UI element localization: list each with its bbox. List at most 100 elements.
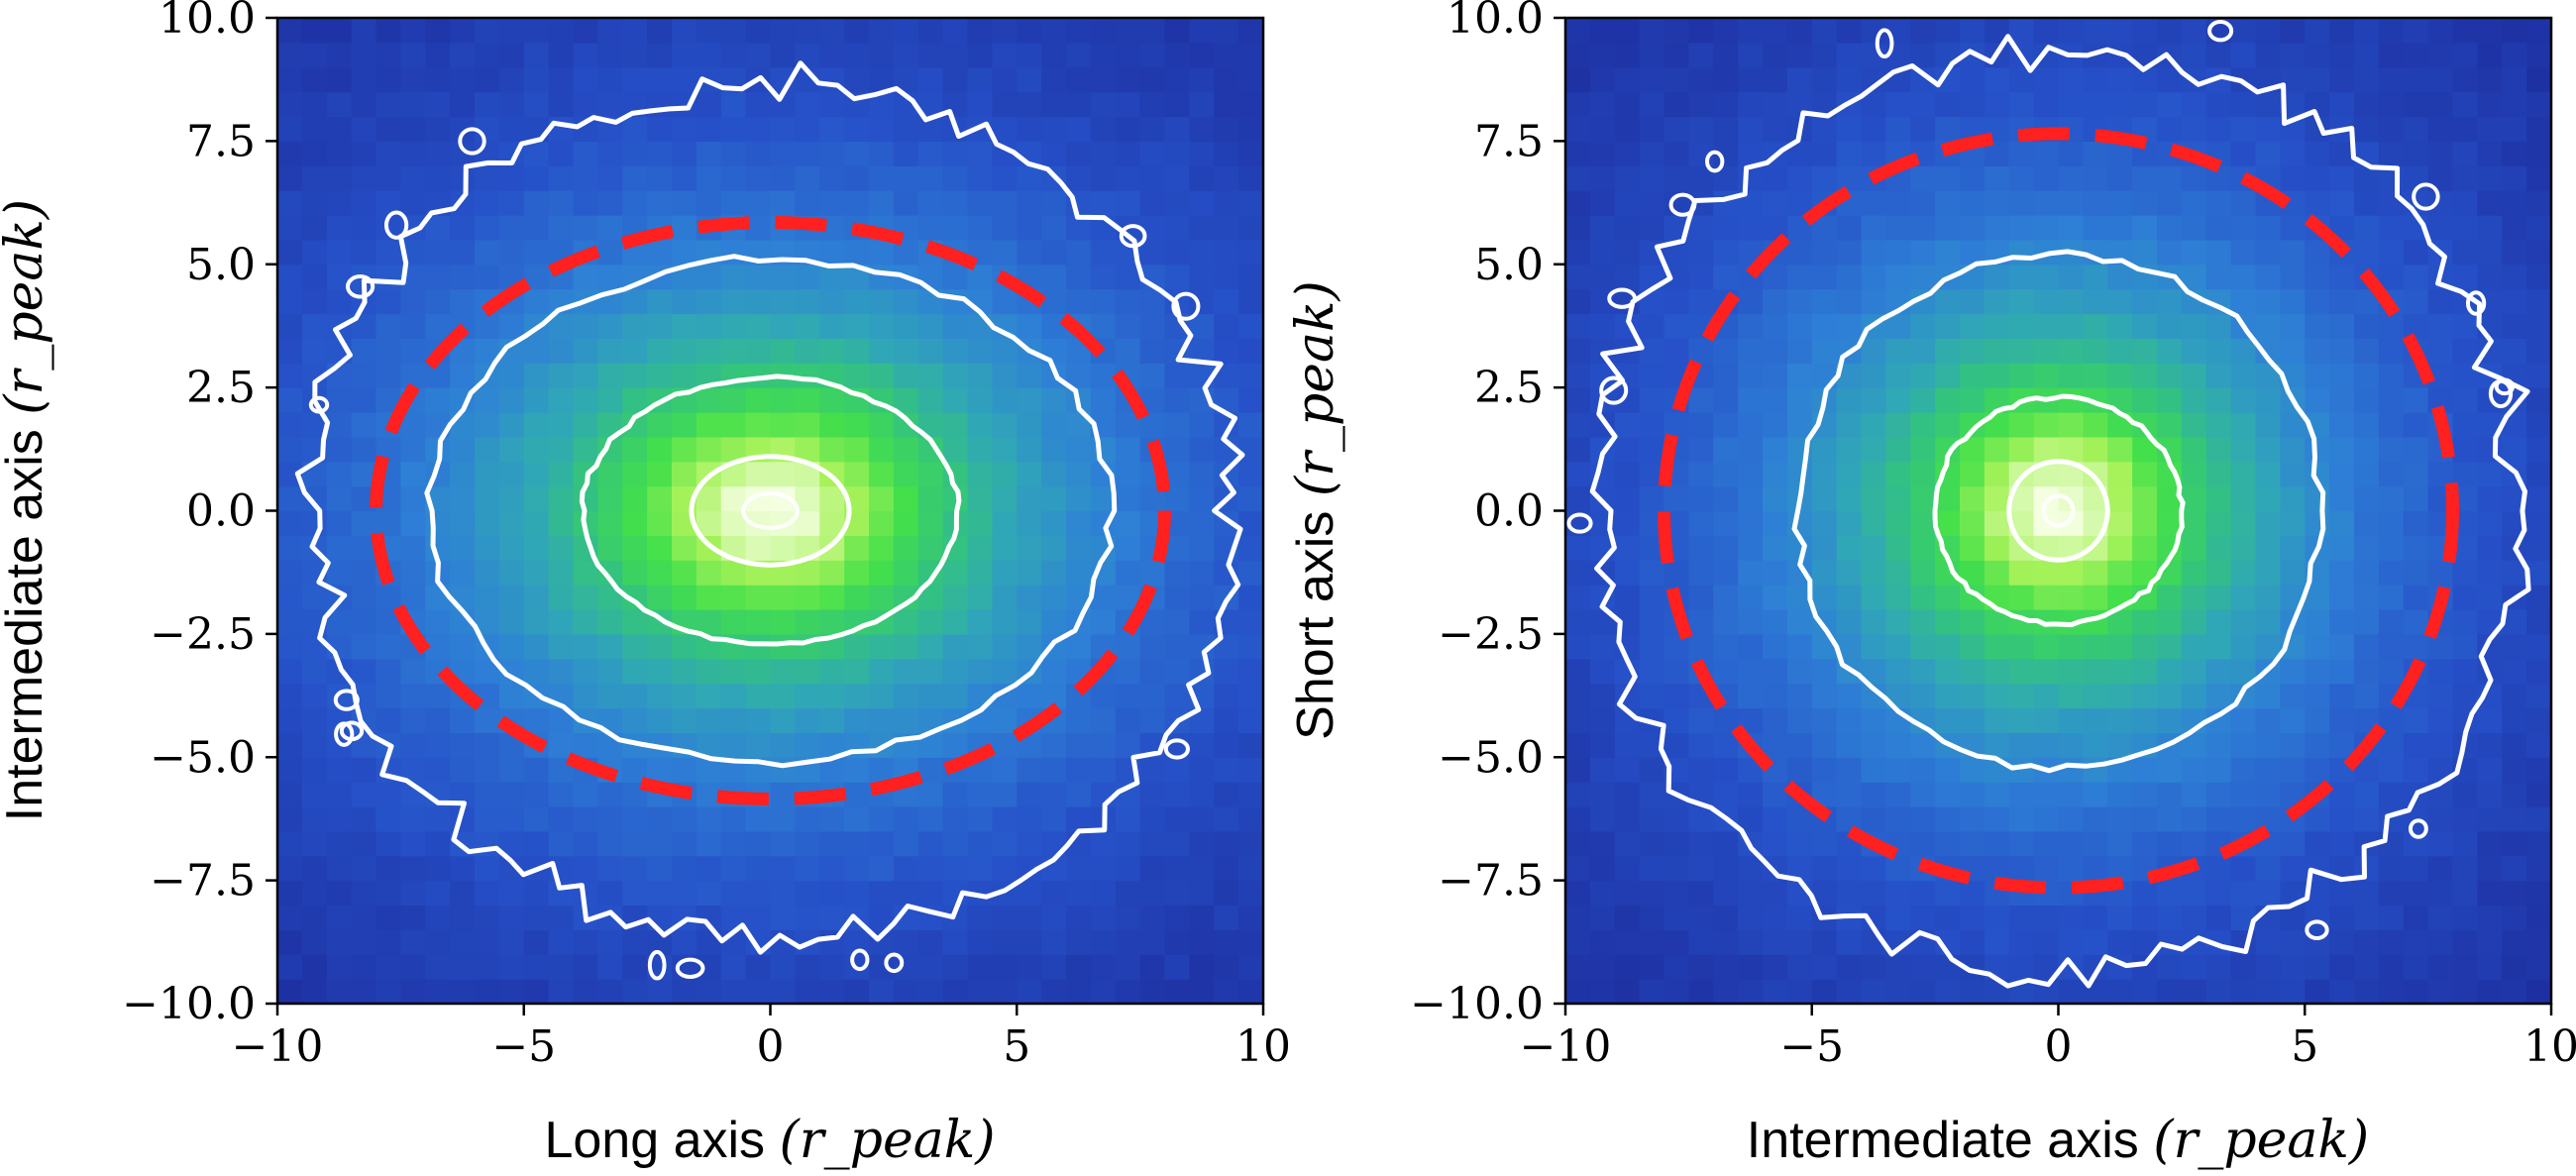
heatmap-cell — [2205, 436, 2232, 463]
heatmap-cell — [1614, 436, 1641, 463]
heatmap-cell — [1935, 338, 1961, 364]
heatmap-cell — [376, 782, 401, 807]
heatmap-cell — [1763, 485, 1788, 512]
heatmap-cell — [2255, 732, 2281, 758]
heatmap-cell — [301, 929, 328, 955]
heatmap-cell — [1664, 141, 1689, 166]
heatmap-cell — [400, 165, 426, 191]
heatmap-cell — [967, 855, 993, 882]
heatmap-cell — [2008, 929, 2035, 955]
heatmap-cell — [2427, 560, 2454, 586]
heatmap-cell — [2280, 510, 2306, 536]
heatmap-cell — [2157, 880, 2183, 907]
heatmap-cell — [351, 510, 377, 536]
heatmap-cell — [2083, 560, 2108, 586]
heatmap-cell — [2378, 609, 2405, 635]
heatmap-cell — [869, 757, 895, 783]
heatmap-cell — [745, 116, 772, 142]
heatmap-cell — [2033, 633, 2060, 660]
heatmap-cell — [2058, 18, 2084, 44]
heatmap-cell — [2230, 288, 2257, 315]
heatmap-cell — [1836, 707, 1863, 733]
heatmap-cell — [1910, 215, 1936, 241]
heatmap-cell — [1713, 510, 1739, 536]
heatmap-cell — [1238, 18, 1263, 44]
heatmap-cell — [1041, 658, 1067, 685]
contour-island — [1566, 512, 1593, 534]
heatmap-cell — [523, 412, 550, 438]
heatmap-cell — [1066, 116, 1092, 142]
heatmap-cell — [2255, 412, 2281, 438]
heatmap-cell — [745, 91, 772, 118]
heatmap-cell — [1017, 165, 1042, 191]
heatmap-cell — [2255, 560, 2281, 586]
heatmap-cell — [2157, 585, 2183, 610]
heatmap-cell — [795, 954, 820, 980]
contour-island — [346, 274, 376, 299]
heatmap-cell — [523, 929, 550, 955]
heatmap-cell — [1090, 42, 1117, 68]
heatmap-cell — [1763, 585, 1788, 610]
heatmap-cell — [523, 905, 550, 930]
heatmap-cell — [2452, 66, 2478, 93]
heatmap-cell — [672, 66, 698, 93]
heatmap-cell — [1565, 141, 1591, 166]
heatmap-cell — [1238, 732, 1263, 758]
heatmap-cell — [2305, 979, 2330, 1004]
heatmap-cell — [1763, 979, 1788, 1004]
heatmap-cell — [1910, 485, 1936, 512]
heatmap-cell — [2157, 707, 2183, 733]
heatmap-cell — [573, 165, 598, 191]
heatmap-cell — [2280, 338, 2306, 364]
heatmap-cell — [573, 436, 598, 463]
heatmap-cell — [1614, 880, 1641, 907]
heatmap-cell — [351, 560, 377, 586]
heatmap-cell — [425, 757, 451, 783]
heatmap-cell — [351, 190, 377, 216]
heatmap-cell — [1090, 313, 1117, 339]
heatmap-cell — [1164, 387, 1190, 413]
contour-island — [2408, 818, 2428, 839]
heatmap-cell — [795, 683, 820, 709]
heatmap-cell — [1885, 485, 1911, 512]
heatmap-cell — [1885, 560, 1911, 586]
y-tick-label: −2.5 — [150, 609, 256, 660]
heatmap-cell — [1664, 42, 1689, 68]
heatmap-cell — [450, 239, 476, 266]
heatmap-cell — [1935, 609, 1961, 635]
heatmap-cell — [1786, 264, 1813, 290]
heatmap-cell — [647, 535, 673, 561]
heatmap-cell — [696, 18, 722, 44]
heatmap-cell — [647, 313, 673, 339]
heatmap-cell — [1836, 436, 1863, 463]
heatmap-cell — [1565, 165, 1591, 191]
heatmap-cell — [647, 633, 673, 660]
heatmap-cell — [1688, 535, 1714, 561]
heatmap-cell — [1139, 954, 1166, 980]
heatmap-cell — [351, 585, 377, 610]
heatmap-cell — [450, 66, 476, 93]
heatmap-cell — [893, 18, 919, 44]
heatmap-cell — [2526, 190, 2551, 216]
heatmap-cell — [2230, 806, 2257, 832]
heatmap-cell — [2181, 412, 2207, 438]
heatmap-cell — [1713, 412, 1739, 438]
heatmap-cell — [1589, 42, 1616, 68]
heatmap-cell — [1214, 239, 1239, 266]
heatmap-cell — [1139, 830, 1166, 857]
heatmap-cell — [1139, 239, 1166, 266]
heatmap-cell — [277, 141, 303, 166]
heatmap-cell — [2205, 42, 2232, 68]
heatmap-cell — [1164, 855, 1190, 882]
heatmap-cell — [1164, 264, 1190, 290]
heatmap-cell — [795, 855, 820, 882]
heatmap-cell — [2033, 165, 2060, 191]
heatmap-cell — [1189, 560, 1215, 586]
y-tick-label: −5.0 — [150, 732, 256, 783]
heatmap-cell — [2107, 288, 2133, 315]
heatmap-cell — [2083, 782, 2108, 807]
heatmap-cell — [2280, 535, 2306, 561]
heatmap-cell — [672, 412, 698, 438]
heatmap-cell — [573, 387, 598, 413]
heatmap-cell — [425, 806, 451, 832]
